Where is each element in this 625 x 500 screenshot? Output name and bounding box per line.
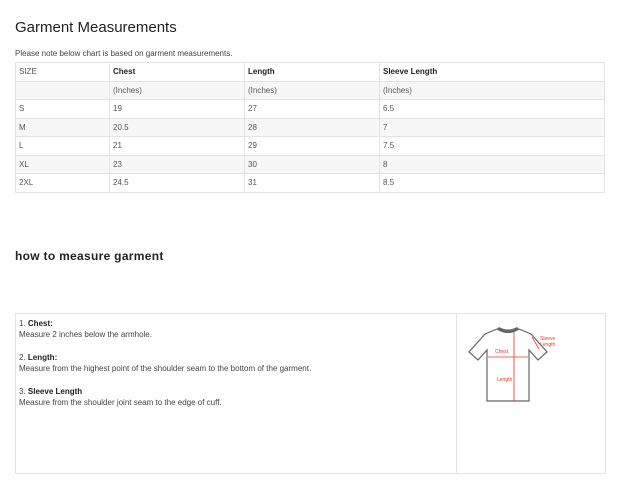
cell: 2XL — [15, 173, 110, 193]
chart-note: Please note below chart is based on garm… — [15, 49, 233, 58]
cell: 24.5 — [109, 173, 245, 193]
table-row: XL 23 30 8 — [15, 154, 605, 174]
item-desc: Measure 2 inches below the armhole. — [19, 330, 152, 339]
howto-item-length: 2. Length: Measure from the highest point… — [19, 352, 454, 374]
size-table: SIZE Chest Length Sleeve Length (Inches)… — [15, 62, 605, 193]
diagram-label-length: Length — [497, 377, 513, 383]
cell: 8.5 — [379, 173, 605, 193]
diagram-label-chest: Chest — [495, 349, 509, 355]
table-row: M 20.5 28 7 — [15, 117, 605, 137]
cell: 8 — [379, 154, 605, 174]
header-size: SIZE — [15, 62, 110, 82]
table-row: 2XL 24.5 31 8.5 — [15, 173, 605, 193]
cell: 27 — [244, 99, 380, 119]
howto-text: 1. Chest: Measure 2 inches below the armh… — [19, 318, 454, 420]
units-row: (Inches) (Inches) (Inches) — [15, 80, 605, 100]
header-chest: Chest — [109, 62, 245, 82]
diagram-label-sleeve-2: Length — [540, 342, 556, 348]
header-sleeve: Sleeve Length — [379, 62, 605, 82]
cell: S — [15, 99, 110, 119]
howto-item-chest: 1. Chest: Measure 2 inches below the armh… — [19, 318, 454, 340]
item-label: Sleeve Length — [27, 387, 83, 396]
header-row: SIZE Chest Length Sleeve Length — [15, 62, 605, 82]
cell: 30 — [244, 154, 380, 174]
item-label: Chest: — [27, 319, 53, 328]
unit-cell: (Inches) — [109, 80, 245, 100]
item-label: Length: — [27, 353, 58, 362]
cell: 20.5 — [109, 117, 245, 137]
cell: XL — [15, 154, 110, 174]
cell: 29 — [244, 136, 380, 156]
cell: 23 — [109, 154, 245, 174]
cell: L — [15, 136, 110, 156]
cell: M — [15, 117, 110, 137]
cell: 31 — [244, 173, 380, 193]
cell: 19 — [109, 99, 245, 119]
table-row: L 21 29 7.5 — [15, 136, 605, 156]
page-title: Garment Measurements — [15, 19, 177, 36]
tshirt-icon: Chest Length Sleeve Length — [468, 327, 556, 402]
unit-cell — [15, 80, 110, 100]
howto-title: how to measure garment — [15, 249, 164, 263]
unit-cell: (Inches) — [379, 80, 605, 100]
item-desc: Measure from the highest point of the sh… — [19, 364, 312, 373]
howto-item-sleeve: 3. Sleeve Length Measure from the shoulde… — [19, 386, 454, 408]
diagram-label-sleeve: Sleeve — [540, 336, 556, 342]
item-number: 2. — [19, 353, 26, 362]
table-row: S 19 27 6.5 — [15, 99, 605, 119]
item-number: 1. — [19, 319, 26, 328]
cell: 7 — [379, 117, 605, 137]
unit-cell: (Inches) — [244, 80, 380, 100]
item-desc: Measure from the shoulder joint seam to … — [19, 398, 222, 407]
item-number: 3. — [19, 387, 26, 396]
cell: 28 — [244, 117, 380, 137]
cell: 7.5 — [379, 136, 605, 156]
tshirt-diagram: Chest Length Sleeve Length — [456, 314, 606, 473]
header-length: Length — [244, 62, 380, 82]
cell: 6.5 — [379, 99, 605, 119]
howto-box: 1. Chest: Measure 2 inches below the armh… — [15, 313, 606, 474]
cell: 21 — [109, 136, 245, 156]
